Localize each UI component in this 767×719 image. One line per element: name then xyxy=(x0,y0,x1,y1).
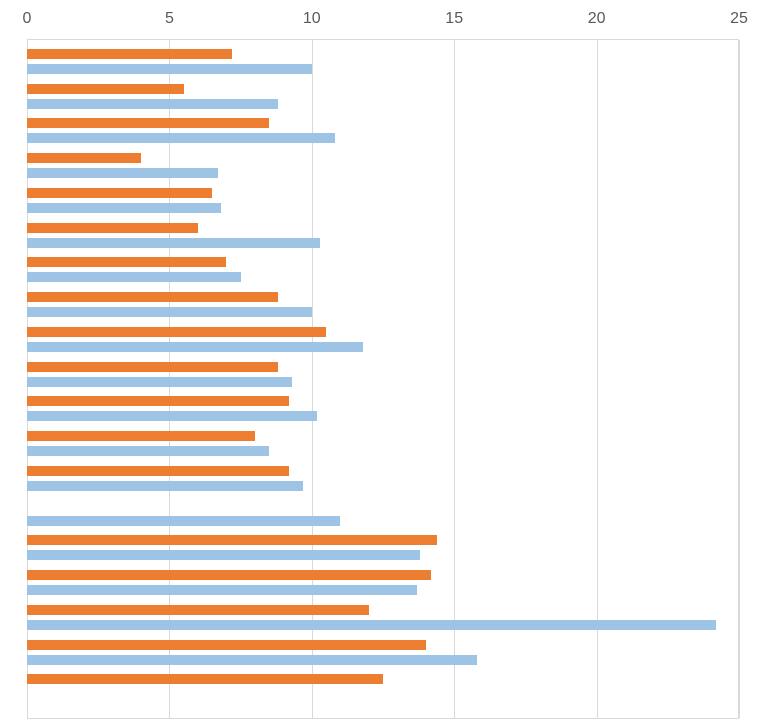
gridline xyxy=(597,40,598,718)
bar-orange xyxy=(27,118,269,128)
bar-blue xyxy=(27,550,420,560)
x-axis-tick-label: 25 xyxy=(730,10,748,28)
bar-blue xyxy=(27,585,417,595)
bar-blue xyxy=(27,272,241,282)
bar-blue xyxy=(27,99,278,109)
bar-orange xyxy=(27,431,255,441)
bar-blue xyxy=(27,238,320,248)
bar-orange xyxy=(27,327,326,337)
bar-orange xyxy=(27,396,289,406)
bar-blue xyxy=(27,64,312,74)
bar-blue xyxy=(27,133,335,143)
bar-orange xyxy=(27,466,289,476)
bar-blue xyxy=(27,168,218,178)
bar-blue xyxy=(27,342,363,352)
bar-orange xyxy=(27,535,437,545)
bar-blue xyxy=(27,655,477,665)
gridline xyxy=(739,40,740,718)
bar-orange xyxy=(27,153,141,163)
bar-blue xyxy=(27,411,317,421)
bar-blue xyxy=(27,307,312,317)
bar-blue xyxy=(27,620,716,630)
bar-blue xyxy=(27,446,269,456)
x-axis-tick-label: 10 xyxy=(303,10,321,28)
x-axis-tick-label: 15 xyxy=(445,10,463,28)
bar-blue xyxy=(27,516,340,526)
bar-blue xyxy=(27,481,303,491)
gridline xyxy=(454,40,455,718)
bar-orange xyxy=(27,257,226,267)
bar-orange xyxy=(27,570,431,580)
bar-orange xyxy=(27,362,278,372)
bar-orange xyxy=(27,188,212,198)
x-axis-tick-label: 20 xyxy=(588,10,606,28)
bar-orange xyxy=(27,223,198,233)
bar-orange xyxy=(27,84,184,94)
bar-orange xyxy=(27,292,278,302)
bar-orange xyxy=(27,605,369,615)
bar-orange xyxy=(27,49,232,59)
bar-blue xyxy=(27,203,221,213)
bar-blue xyxy=(27,377,292,387)
bar-orange xyxy=(27,674,383,684)
bar-orange xyxy=(27,640,426,650)
x-axis-tick-label: 5 xyxy=(165,10,174,28)
x-axis-tick-label: 0 xyxy=(23,10,32,28)
bar-chart: 0 5 10 15 20 25 xyxy=(0,0,767,719)
